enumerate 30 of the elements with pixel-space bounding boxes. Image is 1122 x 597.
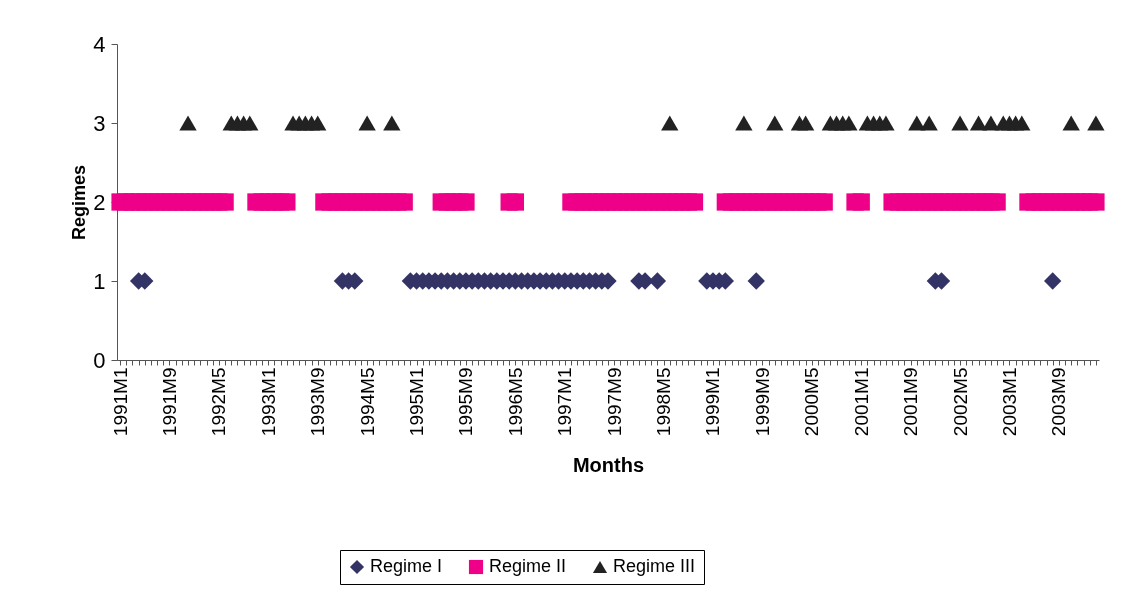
legend-label: Regime III [613, 556, 696, 576]
y-tick-label: 4 [93, 31, 106, 57]
x-tick-label: 2002M5 [949, 367, 971, 437]
x-tick-label: 1997M9 [603, 367, 625, 437]
x-tick-label: 1999M1 [702, 367, 724, 437]
x-tick-label: 1998M5 [653, 367, 675, 437]
x-tick-label: 1995M1 [406, 367, 428, 437]
x-tick-label: 2000M5 [801, 367, 823, 437]
y-tick-label: 0 [93, 347, 106, 373]
x-tick-label: 1991M9 [159, 367, 180, 437]
x-tick-label: 1993M9 [307, 367, 329, 437]
y-axis-title: Regimes [69, 164, 90, 241]
x-tick-label: 2003M1 [998, 367, 1020, 437]
x-tick-label: 1994M5 [356, 367, 378, 437]
x-tick-label: 1993M1 [257, 367, 279, 437]
x-tick-label: 2001M9 [900, 367, 922, 437]
y-tick-label: 3 [93, 110, 106, 136]
x-tick-label: 2001M1 [850, 367, 872, 437]
x-tick-label: 2003M9 [1048, 367, 1070, 437]
legend-label: Regime II [489, 556, 567, 576]
x-tick-label: 1997M1 [554, 367, 576, 437]
y-tick-label: 2 [93, 189, 106, 215]
x-tick-label: 1995M9 [455, 367, 477, 437]
y-tick-label: 1 [93, 268, 106, 294]
legend-label: Regime I [370, 556, 443, 576]
x-tick-label: 1996M5 [504, 367, 526, 437]
x-tick-label: 1992M5 [208, 367, 230, 437]
x-tick-label: 1999M9 [751, 367, 773, 437]
x-axis-title: Months [572, 454, 645, 477]
x-tick-label: 1991M1 [109, 367, 131, 437]
